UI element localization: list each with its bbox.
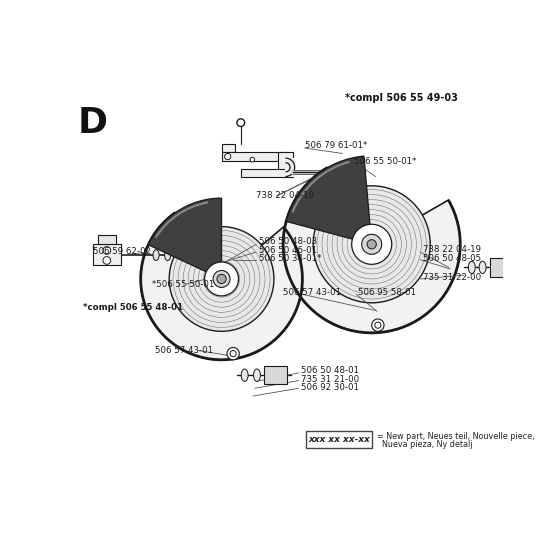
- Circle shape: [375, 322, 381, 328]
- Ellipse shape: [479, 261, 486, 274]
- Wedge shape: [148, 198, 222, 279]
- Polygon shape: [99, 235, 116, 244]
- Polygon shape: [278, 152, 293, 175]
- Text: 506 57 43-01: 506 57 43-01: [155, 346, 213, 355]
- Ellipse shape: [153, 250, 159, 260]
- Polygon shape: [241, 169, 293, 176]
- Circle shape: [204, 262, 239, 296]
- Wedge shape: [283, 167, 460, 333]
- Circle shape: [372, 319, 384, 332]
- Wedge shape: [286, 156, 372, 244]
- Text: Nueva pieza, Ny detalj: Nueva pieza, Ny detalj: [377, 440, 473, 449]
- Circle shape: [169, 227, 274, 332]
- Text: 506 50 34-01*: 506 50 34-01*: [259, 254, 321, 263]
- Polygon shape: [491, 258, 508, 277]
- Ellipse shape: [254, 369, 260, 381]
- Circle shape: [352, 224, 391, 264]
- Text: 506 50 48-05: 506 50 48-05: [422, 254, 480, 263]
- Text: 506 79 61-01*: 506 79 61-01*: [305, 141, 367, 150]
- Text: 506 50 46-01: 506 50 46-01: [259, 246, 316, 255]
- Circle shape: [213, 270, 230, 287]
- Text: 738 22 04-19: 738 22 04-19: [422, 245, 480, 254]
- Text: 506 92 30-01: 506 92 30-01: [301, 383, 359, 392]
- Circle shape: [313, 186, 430, 303]
- Circle shape: [217, 274, 226, 283]
- Text: *compl 506 55 48-01: *compl 506 55 48-01: [83, 303, 183, 312]
- Text: = New part, Neues teil, Nouvelle piece,: = New part, Neues teil, Nouvelle piece,: [377, 432, 535, 441]
- Circle shape: [227, 347, 239, 360]
- Polygon shape: [222, 144, 235, 152]
- Polygon shape: [222, 152, 287, 161]
- Polygon shape: [286, 158, 295, 176]
- Text: 506 50 48-01: 506 50 48-01: [301, 366, 359, 375]
- Circle shape: [225, 153, 231, 160]
- Circle shape: [342, 166, 352, 178]
- Text: 735 31 21-00: 735 31 21-00: [301, 375, 359, 384]
- Circle shape: [362, 234, 382, 254]
- Text: 506 95 58-01: 506 95 58-01: [358, 287, 416, 297]
- Polygon shape: [264, 366, 287, 384]
- Text: D: D: [77, 106, 108, 139]
- Ellipse shape: [468, 261, 475, 274]
- Polygon shape: [175, 253, 185, 258]
- Circle shape: [103, 246, 111, 254]
- Ellipse shape: [165, 250, 171, 260]
- Text: xxx xx xx-xx: xxx xx xx-xx: [309, 435, 370, 445]
- Circle shape: [250, 157, 255, 162]
- Text: 735 31 22-00: 735 31 22-00: [422, 273, 480, 282]
- Text: *compl 506 55 49-03: *compl 506 55 49-03: [345, 93, 458, 103]
- Circle shape: [367, 240, 376, 249]
- Text: 506 57 43-01: 506 57 43-01: [283, 287, 341, 297]
- Bar: [306, 431, 372, 449]
- Text: 506 50 48-03: 506 50 48-03: [259, 237, 316, 246]
- Text: *506 55 50-01: *506 55 50-01: [152, 280, 214, 289]
- Circle shape: [237, 119, 245, 127]
- Polygon shape: [93, 244, 122, 265]
- Text: 738 22 04-19: 738 22 04-19: [256, 192, 314, 200]
- Ellipse shape: [241, 369, 248, 381]
- Circle shape: [103, 256, 111, 264]
- Wedge shape: [141, 213, 302, 360]
- Text: 506 55 50-01*: 506 55 50-01*: [354, 157, 417, 166]
- Circle shape: [230, 351, 236, 357]
- Text: 506 59 62-02: 506 59 62-02: [93, 248, 151, 256]
